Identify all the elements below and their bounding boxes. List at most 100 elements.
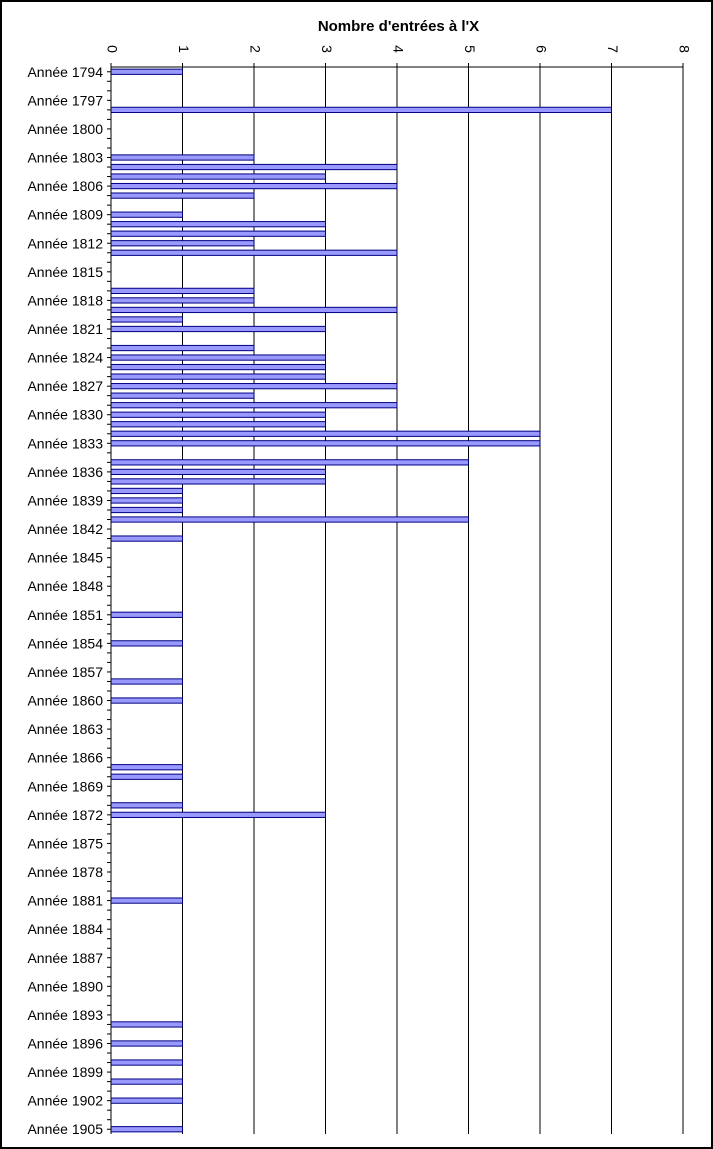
bar bbox=[110, 325, 326, 333]
y-tick-label: Année 1869 bbox=[27, 778, 103, 794]
bar bbox=[110, 106, 612, 113]
bar bbox=[110, 1078, 183, 1085]
y-tick-label: Année 1866 bbox=[27, 750, 103, 766]
y-tick-label: Année 1905 bbox=[27, 1121, 103, 1137]
bar bbox=[110, 535, 183, 542]
bar bbox=[110, 173, 326, 180]
bar bbox=[110, 506, 183, 514]
y-tick-label: Année 1836 bbox=[27, 464, 103, 480]
y-tick-label: Année 1833 bbox=[27, 435, 103, 451]
bar bbox=[110, 354, 326, 361]
bar bbox=[110, 306, 398, 314]
bar bbox=[110, 897, 183, 904]
y-tick-label: Année 1890 bbox=[27, 978, 103, 994]
bar bbox=[110, 287, 255, 295]
bar bbox=[110, 363, 326, 371]
y-tick-label: Année 1839 bbox=[27, 492, 103, 508]
bar bbox=[110, 402, 398, 409]
y-tick-label: Année 1827 bbox=[27, 378, 103, 394]
x-tick-label: 5 bbox=[462, 45, 478, 53]
x-tick-label: 3 bbox=[319, 45, 335, 53]
bar bbox=[110, 459, 469, 466]
y-tick-label: Année 1821 bbox=[27, 321, 103, 337]
y-tick-label: Année 1893 bbox=[27, 1007, 103, 1023]
bar bbox=[110, 611, 183, 618]
y-tick-label: Année 1803 bbox=[27, 150, 103, 166]
y-tick-label: Année 1809 bbox=[27, 207, 103, 223]
bar bbox=[110, 154, 255, 161]
chart-title: Nombre d'entrées à l'X bbox=[317, 18, 480, 35]
bar bbox=[110, 392, 255, 399]
x-tick-label: 0 bbox=[104, 45, 120, 53]
y-tick-label: Année 1812 bbox=[27, 235, 103, 251]
bar bbox=[110, 1059, 183, 1066]
x-tick-label: 8 bbox=[676, 45, 692, 53]
x-tick-label: 1 bbox=[176, 45, 192, 53]
y-tick-label: Année 1860 bbox=[27, 693, 103, 709]
bar bbox=[110, 764, 183, 771]
bar bbox=[110, 811, 326, 818]
bar bbox=[110, 640, 183, 647]
y-tick-label: Année 1800 bbox=[27, 121, 103, 137]
bar bbox=[110, 344, 255, 352]
y-tick-label: Année 1902 bbox=[27, 1093, 103, 1109]
bar bbox=[110, 697, 183, 704]
bar bbox=[110, 1040, 183, 1047]
bar bbox=[110, 297, 255, 304]
bar bbox=[110, 182, 398, 190]
bar bbox=[110, 678, 183, 685]
bar bbox=[110, 487, 183, 495]
y-tick-label: Année 1854 bbox=[27, 635, 103, 651]
bar bbox=[110, 249, 398, 256]
bar bbox=[110, 773, 183, 780]
y-tick-label: Année 1830 bbox=[27, 407, 103, 423]
y-tick-label: Année 1863 bbox=[27, 721, 103, 737]
bar bbox=[110, 440, 541, 447]
y-tick-label: Année 1848 bbox=[27, 578, 103, 594]
bar bbox=[110, 163, 398, 171]
bar bbox=[110, 1021, 183, 1028]
y-tick-label: Année 1857 bbox=[27, 664, 103, 680]
y-tick-label: Année 1794 bbox=[27, 64, 103, 80]
y-tick-label: Année 1896 bbox=[27, 1036, 103, 1052]
bar bbox=[110, 192, 255, 199]
y-tick-label: Année 1851 bbox=[27, 607, 103, 623]
bar bbox=[110, 497, 183, 504]
y-tick-label: Année 1806 bbox=[27, 178, 103, 194]
x-tick-label: 2 bbox=[247, 45, 263, 53]
bar bbox=[110, 211, 183, 218]
bar bbox=[110, 221, 326, 228]
y-tick-label: Année 1842 bbox=[27, 521, 103, 537]
y-tick-label: Année 1872 bbox=[27, 807, 103, 823]
y-tick-label: Année 1797 bbox=[27, 92, 103, 108]
bar bbox=[110, 316, 183, 323]
x-tick-label: 6 bbox=[533, 45, 549, 53]
y-tick-label: Année 1878 bbox=[27, 864, 103, 880]
bar bbox=[110, 430, 541, 437]
y-tick-label: Année 1881 bbox=[27, 893, 103, 909]
bar bbox=[110, 802, 183, 809]
bar bbox=[110, 383, 398, 390]
y-tick-label: Année 1815 bbox=[27, 264, 103, 280]
y-tick-label: Année 1887 bbox=[27, 950, 103, 966]
y-tick-label: Année 1899 bbox=[27, 1064, 103, 1080]
y-tick-label: Année 1875 bbox=[27, 835, 103, 851]
bar bbox=[110, 468, 326, 476]
bar bbox=[110, 516, 469, 523]
bar bbox=[110, 68, 183, 75]
y-tick-label: Année 1884 bbox=[27, 921, 103, 937]
bar bbox=[110, 1126, 183, 1133]
y-tick-label: Année 1818 bbox=[27, 292, 103, 308]
y-tick-label: Année 1824 bbox=[27, 350, 103, 366]
bar bbox=[110, 373, 326, 380]
bar bbox=[110, 240, 255, 247]
bar bbox=[110, 478, 326, 485]
bar bbox=[110, 230, 326, 237]
x-tick-label: 7 bbox=[605, 45, 621, 53]
bar bbox=[110, 421, 326, 428]
bar bbox=[110, 1097, 183, 1104]
bar bbox=[110, 411, 326, 418]
x-tick-label: 4 bbox=[390, 45, 406, 53]
